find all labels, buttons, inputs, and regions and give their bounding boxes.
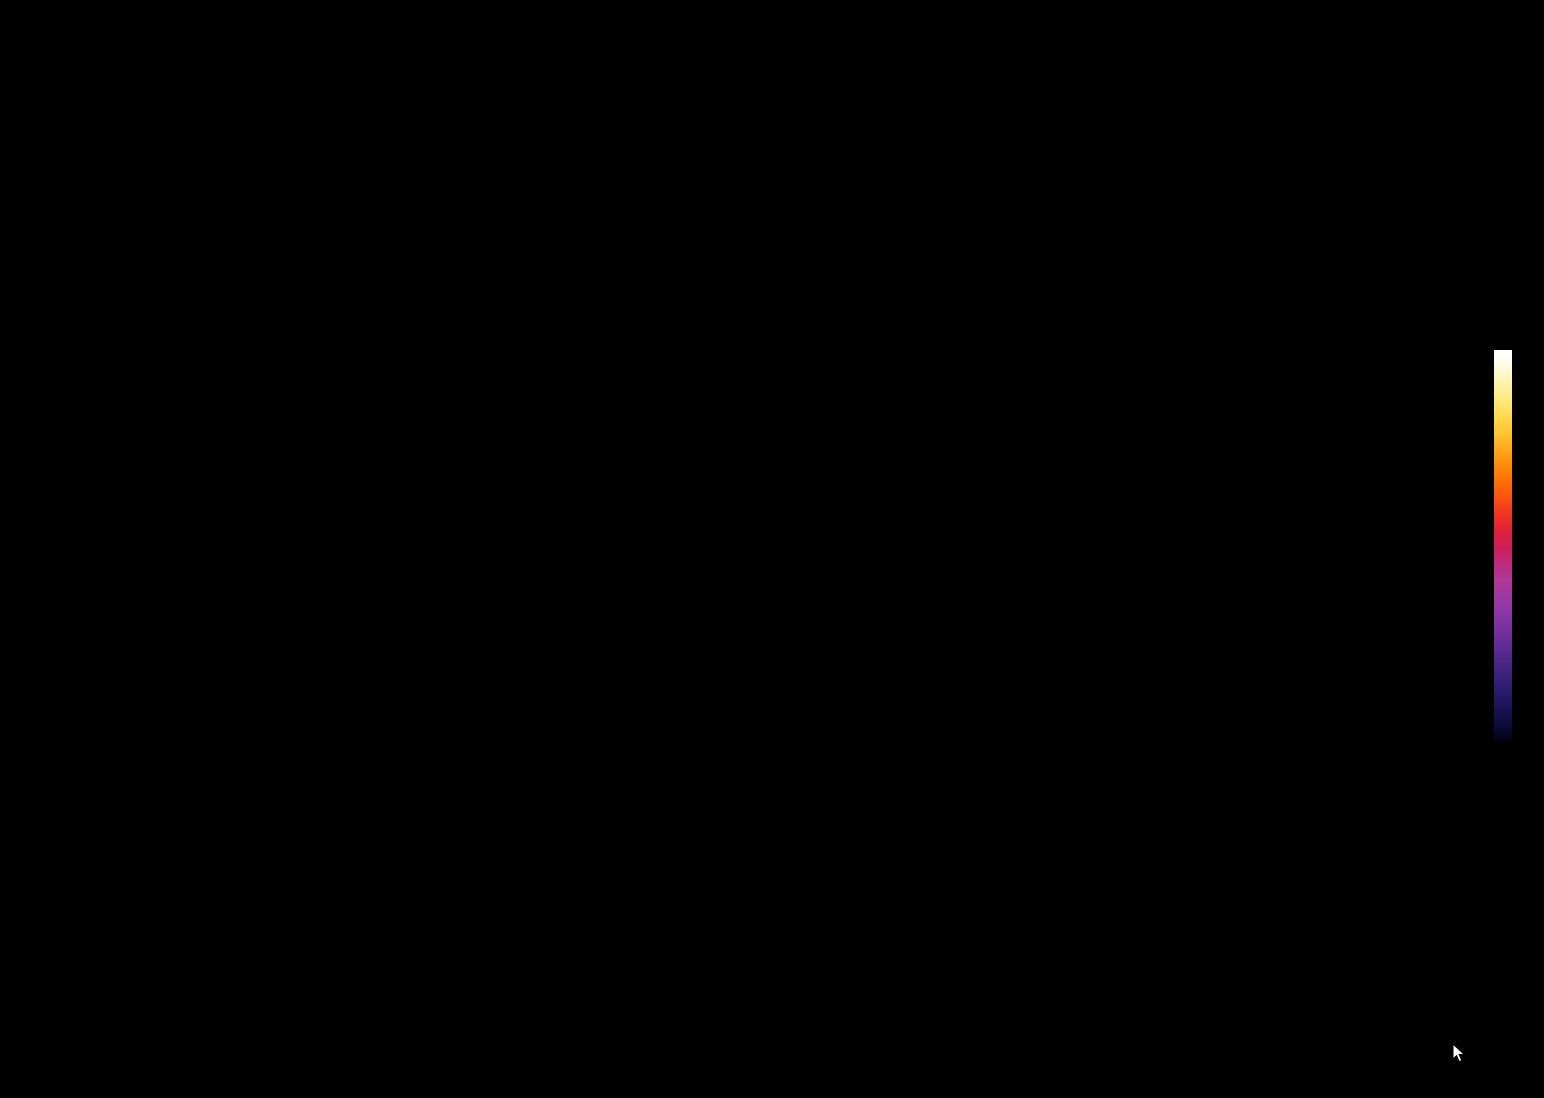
spectrogram-canvas [62, 48, 1459, 1046]
mouse-cursor-icon [1452, 1043, 1466, 1063]
colorbar [1494, 350, 1512, 746]
